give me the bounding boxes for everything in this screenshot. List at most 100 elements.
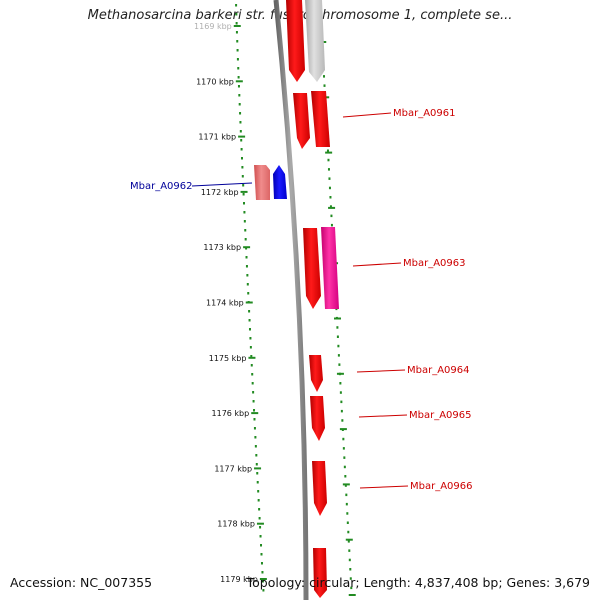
ruler-dot (239, 130, 242, 133)
ruler-dot (235, 13, 238, 16)
ruler-dot (262, 589, 265, 592)
ring-dot (338, 363, 341, 366)
gene-arrow[interactable] (305, 0, 325, 82)
ring-dot (329, 205, 332, 208)
ruler-dot (258, 508, 261, 511)
ruler-dot (237, 67, 240, 70)
gene-arrow[interactable] (273, 165, 287, 199)
ruler-dot (255, 454, 258, 457)
ruler-dot (258, 517, 261, 520)
ruler-tick-label: 1169 kbp (194, 22, 232, 31)
gene-arrow[interactable] (312, 461, 327, 516)
ring-dot (340, 400, 343, 404)
ring-dot (346, 521, 349, 524)
ruler-dot (251, 382, 254, 385)
ruler-dot (241, 175, 244, 178)
ruler-dot (260, 562, 263, 565)
ring-dot (328, 177, 331, 180)
gene-arrow[interactable] (309, 355, 323, 392)
ruler-dot (239, 112, 242, 115)
ruler-dot (243, 220, 246, 223)
ring-dot (343, 456, 346, 459)
gene-label-mbar-a0964[interactable]: Mbar_A0964 (407, 365, 470, 376)
ruler-dot (250, 364, 253, 367)
ruler-dot (254, 436, 257, 439)
ruler-dot (254, 445, 257, 448)
ruler-dot (240, 157, 243, 160)
ring-dot (339, 391, 342, 394)
gene-label-mbar-a0961[interactable]: Mbar_A0961 (393, 108, 456, 119)
ruler-dot (249, 337, 252, 340)
ring-dot (327, 158, 330, 162)
gene-arrow[interactable] (311, 91, 330, 147)
ruler-dot (257, 490, 260, 493)
ruler-dot (249, 346, 252, 349)
ruler-dot (238, 94, 241, 97)
ring-dot (328, 186, 331, 190)
ring-dot (330, 214, 333, 218)
gene-features (254, 0, 339, 598)
gene-arrow[interactable] (286, 0, 305, 82)
gene-label-mbar-a0963[interactable]: Mbar_A0963 (403, 258, 466, 269)
ruler-tick-label: 1179 kbp (220, 575, 258, 584)
ruler-dot (245, 256, 248, 259)
ring-dot (323, 75, 326, 78)
ruler-dot (255, 463, 258, 466)
ring-dot (344, 484, 347, 487)
gene-arrow[interactable] (310, 396, 325, 441)
ruler-dot (237, 85, 240, 88)
ruler-dot (248, 328, 251, 331)
gene-arrow[interactable] (321, 227, 339, 309)
ruler-dot (248, 319, 251, 322)
ruler-tick-label: 1174 kbp (206, 299, 244, 308)
gene-label-mbar-a0965[interactable]: Mbar_A0965 (409, 410, 472, 421)
ruler-dot (248, 310, 251, 313)
ruler-dot (256, 481, 259, 484)
ruler-tick-label: 1175 kbp (209, 354, 247, 363)
ruler-dot (260, 553, 263, 556)
ring-dot (323, 84, 326, 87)
ring-dot (345, 493, 348, 497)
ring-dot (349, 568, 352, 571)
ruler-dot (236, 58, 239, 61)
ring-dot (342, 447, 345, 450)
ruler-dot (236, 40, 239, 43)
ruler-dot (259, 535, 262, 538)
ruler-dot (235, 4, 238, 7)
ruler-dot (252, 400, 255, 403)
left-ruler (235, 4, 265, 592)
ring-dot (326, 149, 329, 152)
accession-text: Accession: NC_007355 (10, 575, 153, 590)
ruler-dot (239, 121, 242, 124)
ruler-dot (238, 103, 241, 106)
ruler-tick-label: 1173 kbp (203, 243, 241, 252)
ruler-dot (260, 544, 263, 547)
ring-dot (339, 382, 342, 385)
ring-dot (348, 558, 351, 562)
ring-dot (348, 549, 351, 552)
ring-dot (347, 540, 350, 543)
gene-label-mbar-a0962[interactable]: Mbar_A0962 (130, 181, 193, 192)
ruler-dot (236, 49, 239, 52)
gene-label-mbar-a0966[interactable]: Mbar_A0966 (410, 481, 473, 492)
gene-arrow[interactable] (303, 228, 321, 309)
ruler-tick-label: 1170 kbp (196, 77, 234, 86)
ring-dot (341, 419, 344, 422)
ring-dot (330, 223, 333, 227)
ring-dot (350, 586, 353, 590)
ruler-dot (243, 211, 246, 214)
ruler-dot (246, 283, 249, 286)
ruler-dot (235, 31, 238, 34)
ring-dot (340, 409, 343, 413)
ruler-dot (251, 373, 254, 376)
ring-dot (336, 335, 339, 338)
ruler-dot (240, 148, 243, 151)
ring-dot (329, 196, 332, 199)
gene-arrow[interactable] (293, 93, 310, 149)
gene-arrow[interactable] (313, 548, 327, 598)
gene-arrow[interactable] (254, 165, 270, 200)
ring-dot (337, 354, 340, 357)
ring-dot (349, 577, 352, 580)
ring-dot (327, 168, 330, 171)
